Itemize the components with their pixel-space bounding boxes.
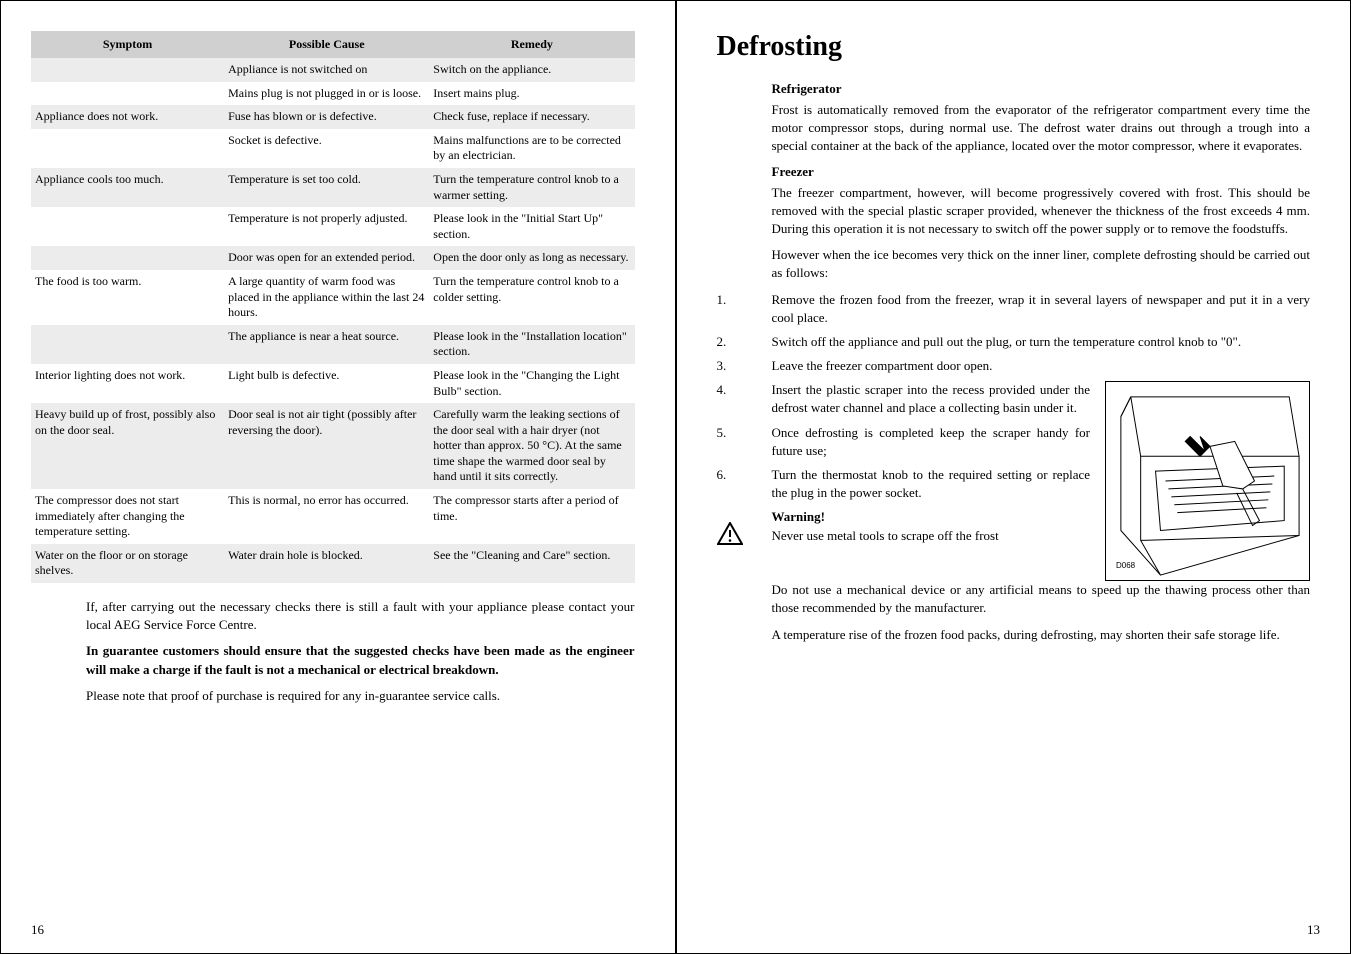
table-cell: Temperature is not properly adjusted. [224,207,429,246]
table-cell [31,129,224,168]
table-cell: Interior lighting does not work. [31,364,224,403]
table-cell: Appliance is not switched on [224,58,429,82]
figure-label: D068 [1116,561,1135,570]
table-row: Interior lighting does not work.Light bu… [31,364,635,403]
table-cell: Please look in the "Initial Start Up" se… [429,207,634,246]
table-cell: Turn the temperature control knob to a c… [429,270,634,325]
table-row: The appliance is near a heat source.Plea… [31,325,635,364]
th-symptom: Symptom [31,31,224,58]
table-cell: Turn the temperature control knob to a w… [429,168,634,207]
step-2-text: Switch off the appliance and pull out th… [772,333,1311,351]
table-cell: This is normal, no error has occurred. [224,489,429,544]
table-cell: Door seal is not air tight (possibly aft… [224,403,429,489]
table-cell [31,325,224,364]
heading-refrigerator: Refrigerator [772,81,1311,97]
table-row: Temperature is not properly adjusted.Ple… [31,207,635,246]
page-title: Defrosting [717,31,1311,63]
table-cell: Please look in the "Installation locatio… [429,325,634,364]
right-page: Defrosting Refrigerator Frost is automat… [676,0,1351,954]
th-remedy: Remedy [429,31,634,58]
table-row: The compressor does not start immediatel… [31,489,635,544]
warning-para-3: A temperature rise of the frozen food pa… [772,626,1311,644]
page-number-right: 13 [1307,922,1320,938]
para-refrigerator: Frost is automatically removed from the … [772,101,1311,156]
step-5: 5.Once defrosting is completed keep the … [717,424,1091,460]
table-row: Mains plug is not plugged in or is loose… [31,82,635,106]
table-cell: Mains malfunctions are to be corrected b… [429,129,634,168]
table-cell: Please look in the "Changing the Light B… [429,364,634,403]
para-freezer-1: The freezer compartment, however, will b… [772,184,1311,239]
table-cell: See the "Cleaning and Care" section. [429,544,634,583]
table-cell: The compressor starts after a period of … [429,489,634,544]
table-cell: Water drain hole is blocked. [224,544,429,583]
heading-freezer: Freezer [772,164,1311,180]
table-cell: Light bulb is defective. [224,364,429,403]
table-cell: Appliance cools too much. [31,168,224,207]
table-cell [31,82,224,106]
table-cell [31,58,224,82]
step-3: 3.Leave the freezer compartment door ope… [717,357,1311,375]
para-proof: Please note that proof of purchase is re… [86,687,635,705]
table-cell: Socket is defective. [224,129,429,168]
table-cell: Heavy build up of frost, possibly also o… [31,403,224,489]
step-4: 4.Insert the plastic scraper into the re… [717,381,1091,417]
warning-icon [717,522,743,545]
table-cell: Open the door only as long as necessary. [429,246,634,270]
table-cell: Fuse has blown or is defective. [224,105,429,129]
th-cause: Possible Cause [224,31,429,58]
troubleshooting-table: Symptom Possible Cause Remedy Appliance … [31,31,635,583]
table-cell: Insert mains plug. [429,82,634,106]
table-cell: The appliance is near a heat source. [224,325,429,364]
table-cell: A large quantity of warm food was placed… [224,270,429,325]
left-page: Symptom Possible Cause Remedy Appliance … [0,0,676,954]
steps-list: 1.Remove the frozen food from the freeze… [717,291,1311,376]
para-guarantee: In guarantee customers should ensure tha… [86,642,635,678]
step-2: 2.Switch off the appliance and pull out … [717,333,1311,351]
table-row: The food is too warm.A large quantity of… [31,270,635,325]
step-1-text: Remove the frozen food from the freezer,… [772,291,1311,327]
steps-list-2: 4.Insert the plastic scraper into the re… [717,381,1091,502]
step-1: 1.Remove the frozen food from the freeze… [717,291,1311,327]
page-number-left: 16 [31,922,44,938]
table-row: Heavy build up of frost, possibly also o… [31,403,635,489]
table-cell [31,207,224,246]
table-cell [31,246,224,270]
table-row: Socket is defective.Mains malfunctions a… [31,129,635,168]
warning-block: Warning! Never use metal tools to scrape… [717,508,1091,545]
step-4-text: Insert the plastic scraper into the rece… [772,381,1091,417]
table-row: Appliance is not switched onSwitch on th… [31,58,635,82]
table-row: Door was open for an extended period.Ope… [31,246,635,270]
step-5-text: Once defrosting is completed keep the sc… [772,424,1091,460]
para-freezer-2: However when the ice becomes very thick … [772,246,1311,282]
step-3-text: Leave the freezer compartment door open. [772,357,1311,375]
table-cell: The compressor does not start immediatel… [31,489,224,544]
table-row: Water on the floor or on storage shelves… [31,544,635,583]
table-cell: Check fuse, replace if necessary. [429,105,634,129]
table-cell: Door was open for an extended period. [224,246,429,270]
step-6: 6.Turn the thermostat knob to the requir… [717,466,1091,502]
table-cell: Switch on the appliance. [429,58,634,82]
warning-text: Never use metal tools to scrape off the … [772,527,1091,545]
table-row: Appliance does not work.Fuse has blown o… [31,105,635,129]
table-cell: Appliance does not work. [31,105,224,129]
table-row: Appliance cools too much.Temperature is … [31,168,635,207]
warning-para-2: Do not use a mechanical device or any ar… [772,581,1311,617]
para-checks: If, after carrying out the necessary che… [86,598,635,634]
warning-heading: Warning! [772,508,1091,526]
table-cell: Water on the floor or on storage shelves… [31,544,224,583]
table-cell: Carefully warm the leaking sections of t… [429,403,634,489]
table-cell: Mains plug is not plugged in or is loose… [224,82,429,106]
defrost-figure: D068 [1105,381,1310,581]
step-6-text: Turn the thermostat knob to the required… [772,466,1091,502]
table-cell: Temperature is set too cold. [224,168,429,207]
table-cell: The food is too warm. [31,270,224,325]
